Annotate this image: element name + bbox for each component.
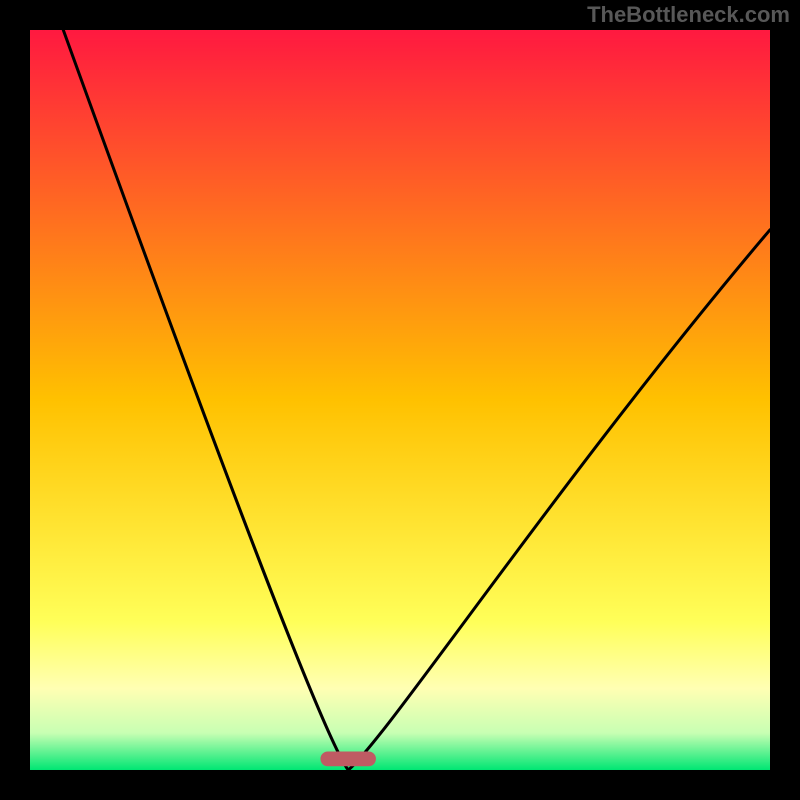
chart-svg bbox=[30, 30, 770, 770]
chart-gradient-background bbox=[30, 30, 770, 770]
minimum-marker bbox=[320, 752, 376, 767]
watermark-text: TheBottleneck.com bbox=[587, 2, 790, 28]
plot-area bbox=[30, 30, 770, 770]
root: TheBottleneck.com bbox=[0, 0, 800, 800]
